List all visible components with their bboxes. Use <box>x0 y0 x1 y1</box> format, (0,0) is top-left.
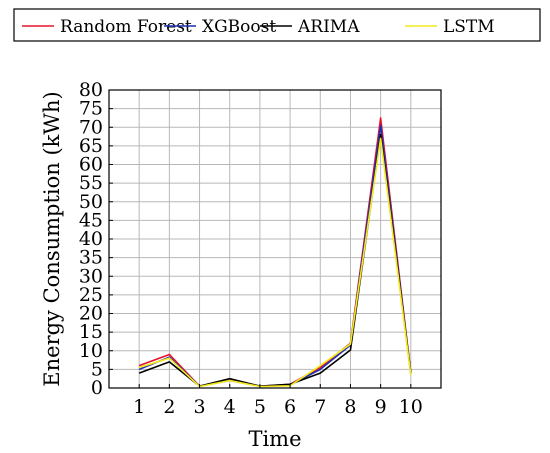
grid <box>109 89 441 389</box>
y-tick-label: 30 <box>79 265 103 287</box>
legend-box <box>13 8 541 42</box>
y-tick-label: 20 <box>79 303 103 325</box>
series-line-lstm <box>138 137 412 388</box>
y-tick-label: 40 <box>79 228 103 250</box>
series-line-random-forest <box>138 117 412 387</box>
x-axis-label: Time <box>248 427 301 451</box>
y-tick-label: 55 <box>79 172 103 194</box>
legend-label-random-forest: Random Forest <box>60 17 192 37</box>
x-tick-label: 1 <box>133 396 145 418</box>
x-tick-label: 7 <box>314 396 326 418</box>
x-tick-label: 9 <box>375 396 387 418</box>
legend-label-xgboost: XGBoost <box>202 17 276 37</box>
y-tick-label: 35 <box>79 247 103 269</box>
legend-label-arima: ARIMA <box>297 17 360 37</box>
x-tick-label: 2 <box>163 396 175 418</box>
y-tick-label: 80 <box>79 79 103 101</box>
y-tick-label: 60 <box>79 154 103 176</box>
y-tick-label: 75 <box>79 98 103 120</box>
y-tick-label: 15 <box>79 321 103 343</box>
series-line-arima <box>138 133 412 387</box>
y-tick-label: 70 <box>79 116 103 138</box>
x-tick-label: 5 <box>254 396 266 418</box>
y-tick-label: 25 <box>79 284 103 306</box>
x-tick-label: 8 <box>344 396 356 418</box>
y-tick-label: 45 <box>79 209 103 231</box>
x-tick-label: 6 <box>284 396 296 418</box>
x-axis-ticks: 1 2 3 4 5 6 7 8 9 10 <box>133 384 423 418</box>
x-tick-label: 4 <box>224 396 236 418</box>
y-tick-label: 5 <box>91 358 103 380</box>
y-tick-label: 0 <box>91 377 103 399</box>
legend: Random Forest XGBoost ARIMA LSTM <box>13 8 541 42</box>
x-tick-label: 10 <box>399 396 423 418</box>
series-lines <box>138 117 412 388</box>
y-tick-label: 50 <box>79 191 103 213</box>
x-tick-label: 3 <box>193 396 205 418</box>
y-axis-label: Energy Consumption (kWh) <box>40 91 64 386</box>
y-tick-label: 65 <box>79 135 103 157</box>
legend-label-lstm: LSTM <box>443 17 495 37</box>
y-tick-label: 10 <box>79 340 103 362</box>
